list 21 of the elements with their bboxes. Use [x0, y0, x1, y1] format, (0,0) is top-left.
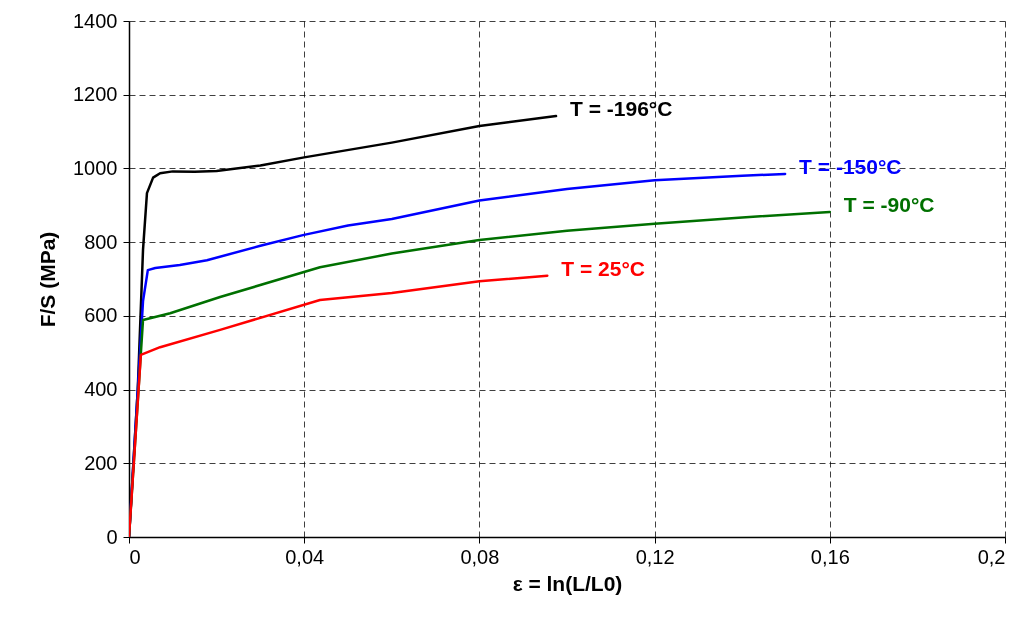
x-axis-title: ε = ln(L/L0) — [512, 571, 623, 595]
series-label: T = -90°C — [843, 192, 935, 216]
y-tick-label: 200 — [84, 451, 118, 474]
series-label: T = -196°C — [570, 97, 673, 121]
y-tick-label: 800 — [84, 230, 118, 253]
x-tick-label: 0,2 — [977, 545, 1006, 568]
y-tick-label: 400 — [84, 378, 118, 401]
y-tick-label: 600 — [84, 304, 118, 327]
y-tick-label: 1200 — [73, 83, 118, 106]
x-tick-label: 0,08 — [460, 545, 500, 568]
y-axis-title: F/S (MPa) — [36, 231, 60, 328]
line-series — [129, 274, 549, 537]
x-tick-label: 0,12 — [635, 545, 675, 568]
y-tick-label: 1400 — [73, 9, 118, 32]
series-label: T = -150°C — [799, 154, 902, 178]
y-tick-label: 0 — [106, 525, 118, 548]
series-label: T = 25°C — [561, 256, 645, 280]
x-tick-label: 0,16 — [810, 545, 850, 568]
x-tick-label: 0 — [129, 545, 141, 568]
x-tick-label: 0,04 — [285, 545, 325, 568]
y-tick-label: 1000 — [73, 156, 118, 179]
